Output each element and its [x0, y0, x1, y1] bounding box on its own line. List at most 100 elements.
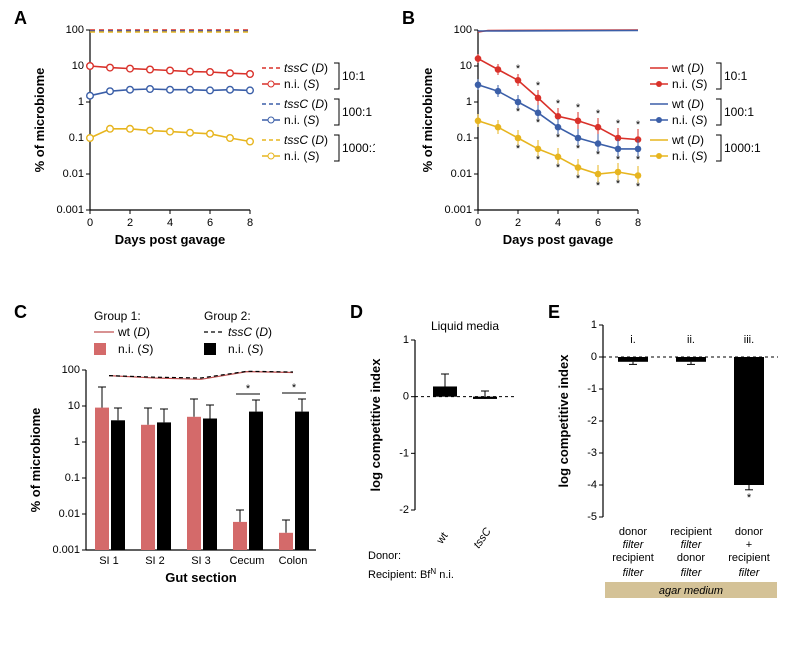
svg-text:Group 2:: Group 2: [204, 309, 251, 323]
svg-text:wt (D): wt (D) [117, 325, 150, 339]
svg-text:100:1: 100:1 [342, 105, 372, 119]
svg-text:iii.: iii. [744, 334, 754, 346]
svg-text:i.: i. [630, 334, 636, 346]
panel-d-donor-label: Donor: [368, 550, 401, 562]
svg-text:filter: filter [739, 567, 761, 579]
svg-text:*: * [536, 80, 541, 92]
svg-text:10: 10 [68, 400, 80, 412]
svg-text:*: * [292, 382, 297, 394]
svg-text:0: 0 [591, 351, 597, 363]
svg-text:*: * [576, 102, 581, 114]
panel-c-chart: Group 1: wt (D) n.i. (S) Group 2: tssC (… [14, 300, 344, 640]
svg-text:*: * [516, 106, 521, 118]
svg-text:100: 100 [66, 24, 84, 36]
panel-a-yticks: 0.001 0.01 0.1 1 10 100 [56, 24, 90, 216]
svg-text:*: * [246, 383, 251, 395]
svg-text:*: * [596, 108, 601, 120]
svg-text:*: * [636, 181, 641, 193]
svg-text:*: * [576, 143, 581, 155]
svg-text:recipient: recipient [728, 552, 770, 564]
svg-text:% of microbiome: % of microbiome [28, 408, 43, 513]
svg-text:*: * [616, 118, 621, 130]
svg-text:8: 8 [247, 217, 253, 229]
svg-text:10:1: 10:1 [342, 69, 366, 83]
svg-text:4: 4 [555, 217, 561, 229]
svg-text:2: 2 [127, 217, 133, 229]
svg-text:tssC (D): tssC (D) [284, 133, 328, 147]
svg-text:tssC: tssC [471, 526, 493, 551]
svg-text:2: 2 [515, 217, 521, 229]
svg-text:0.01: 0.01 [451, 168, 472, 180]
svg-text:6: 6 [207, 217, 213, 229]
agar-medium-label: agar medium [659, 585, 723, 597]
svg-text:*: * [536, 117, 541, 129]
svg-text:100: 100 [62, 364, 80, 376]
svg-text:*: * [616, 178, 621, 190]
svg-text:recipient: recipient [670, 526, 712, 538]
svg-text:tssC (D): tssC (D) [284, 61, 328, 75]
svg-text:tssC (D): tssC (D) [228, 325, 272, 339]
panel-a-blue-series [87, 86, 254, 99]
panel-a-xticks: 0 2 4 6 8 [87, 210, 253, 229]
svg-text:*: * [556, 98, 561, 110]
svg-text:1: 1 [78, 96, 84, 108]
svg-text:*: * [576, 173, 581, 185]
svg-text:0: 0 [403, 391, 409, 403]
svg-text:*: * [556, 162, 561, 174]
panel-a-ylabel: % of microbiome [32, 68, 47, 173]
svg-text:100:1: 100:1 [724, 105, 754, 119]
panel-a-red-series [87, 63, 254, 78]
svg-text:*: * [556, 132, 561, 144]
svg-text:-4: -4 [587, 479, 597, 491]
panel-d-chart: Liquid media 1 0 -1 -2 log competitive i… [350, 310, 545, 640]
svg-text:-1: -1 [399, 447, 409, 459]
svg-text:0.1: 0.1 [457, 132, 472, 144]
svg-text:*: * [636, 119, 641, 131]
panel-b-chart: 0.001 0.01 0.1 1 10 100 0 2 4 6 8 Days p… [418, 20, 788, 255]
svg-text:10: 10 [72, 60, 84, 72]
svg-text:Days post gavage: Days post gavage [503, 232, 614, 247]
svg-text:filter: filter [623, 539, 645, 551]
panel-d-title: Liquid media [431, 319, 499, 333]
panel-a-xlabel: Days post gavage [115, 232, 226, 247]
svg-text:Group 1:: Group 1: [94, 309, 141, 323]
svg-text:SI 2: SI 2 [145, 555, 165, 567]
panel-a-label: A [14, 8, 27, 29]
svg-text:100: 100 [454, 24, 472, 36]
svg-text:n.i. (S): n.i. (S) [284, 149, 319, 163]
panel-b-label: B [402, 8, 415, 29]
svg-text:Cecum: Cecum [230, 555, 265, 567]
panel-e-column-labels: donor filter recipient recipient filter … [612, 526, 770, 579]
panel-c-legend: Group 1: wt (D) n.i. (S) Group 2: tssC (… [94, 309, 272, 356]
svg-text:filter: filter [681, 567, 703, 579]
svg-text:*: * [596, 180, 601, 192]
panel-b-legend: wt (D) n.i. (S) 10:1 wt (D) n.i. (S) 100… [650, 61, 761, 163]
svg-text:*: * [516, 143, 521, 155]
panel-e-chart: 1 0 -1 -2 -3 -4 -5 log competitive index… [548, 310, 798, 640]
svg-text:6: 6 [595, 217, 601, 229]
panel-a-legend: tssC (D) n.i. (S) 10:1 tssC (D) n.i. (S)… [262, 61, 375, 163]
svg-text:recipient: recipient [612, 552, 654, 564]
svg-text:0.001: 0.001 [56, 204, 84, 216]
svg-text:0: 0 [475, 217, 481, 229]
svg-text:1000:1: 1000:1 [724, 141, 761, 155]
panel-d-recipient: Recipient: BfN n.i. [368, 567, 454, 582]
svg-text:donor: donor [619, 526, 647, 538]
panel-a-yellow-series [87, 126, 254, 145]
svg-text:8: 8 [635, 217, 641, 229]
svg-text:n.i. (S): n.i. (S) [118, 342, 153, 356]
svg-text:-5: -5 [587, 511, 597, 523]
svg-text:wt: wt [434, 530, 451, 547]
svg-text:0: 0 [87, 217, 93, 229]
svg-text:*: * [596, 149, 601, 161]
svg-text:SI 3: SI 3 [191, 555, 211, 567]
svg-text:wt (D): wt (D) [671, 97, 704, 111]
svg-text:10:1: 10:1 [724, 69, 748, 83]
svg-text:1000:1: 1000:1 [342, 141, 375, 155]
svg-text:donor: donor [735, 526, 763, 538]
svg-text:1: 1 [591, 319, 597, 331]
svg-text:wt (D): wt (D) [671, 61, 704, 75]
svg-text:n.i. (S): n.i. (S) [284, 113, 319, 127]
svg-text:n.i. (S): n.i. (S) [672, 77, 707, 91]
panel-a-chart: 0.001 0.01 0.1 1 10 100 0 2 4 6 8 Days p… [30, 20, 375, 255]
